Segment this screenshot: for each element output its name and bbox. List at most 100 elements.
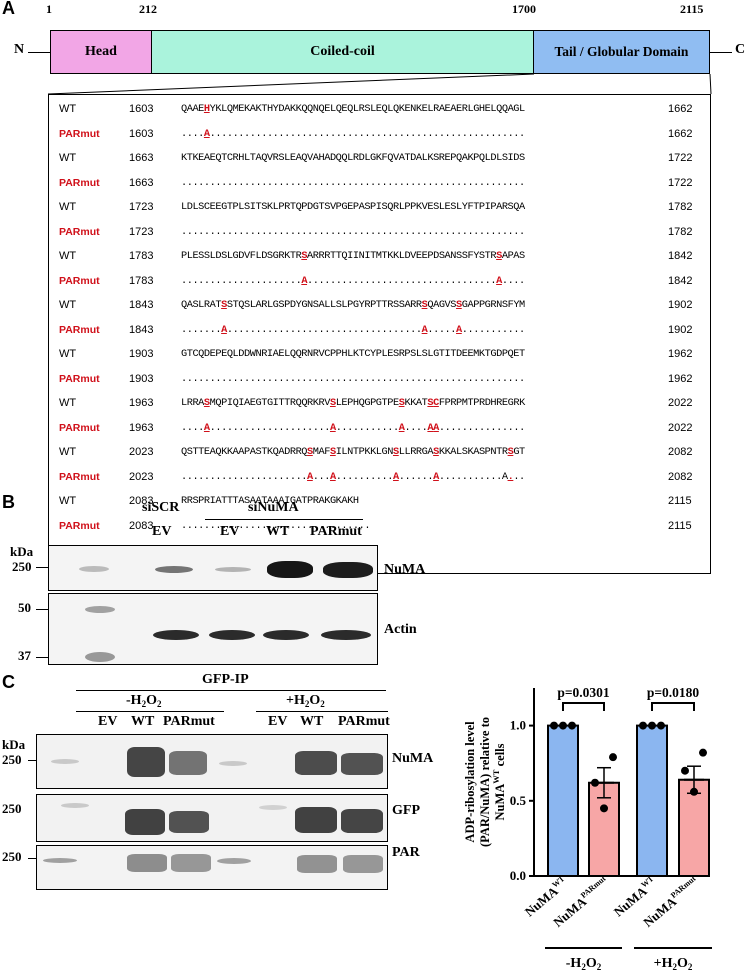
data-point: [690, 787, 698, 796]
ladder-band: [79, 566, 109, 572]
blot-c-gfp: [36, 794, 388, 842]
row-start: 1723: [129, 225, 154, 238]
marker-c3-tick: [28, 858, 36, 859]
row-label: WT: [59, 250, 77, 262]
row-label: PARmut: [59, 519, 100, 532]
sequence-alignment: WT 1603 QAAEHYKLQMEKAKTHYDAKKQQNQELQEQLRSL…: [48, 94, 711, 574]
row-start: 2083: [129, 519, 154, 532]
ladder-band-50: [85, 606, 115, 613]
row-start: 2023: [129, 470, 154, 483]
alignment-row-mut: PARmut 1663..............................…: [49, 171, 710, 195]
data-point: [639, 721, 647, 730]
tail-domain: Tail / Globular Domain: [534, 30, 710, 74]
row-end: 2115: [668, 495, 692, 507]
lane-c-3: PARmut: [163, 714, 215, 729]
c-numa-parmut-minus: [169, 751, 207, 775]
alignment-row-wt: WT 1843 QASLRATSSTQSLARLGSPDYGNSALLSLPGYRP…: [49, 293, 710, 317]
row-end: 1722: [668, 176, 693, 189]
lane-b-3: WT: [266, 524, 290, 539]
alignment-row-wt: WT 1783 PLESSLDSLGDVFLDSGRKTRSARRRTTQIINIT…: [49, 244, 710, 268]
ladder-band-37: [85, 652, 115, 662]
c-numa-mid-ladder: [219, 761, 247, 766]
data-point: [559, 721, 567, 730]
row-start: 1603: [129, 127, 154, 140]
y-axis-label-2: (PAR/NuMA) relative to: [478, 717, 492, 847]
row-label: WT: [59, 152, 77, 164]
row-label: WT: [59, 299, 77, 311]
alignment-row-wt: WT 1723 LDLSCEEGTPLSITSKLPRTQPDGTSVPGEPASP…: [49, 195, 710, 219]
row-sequence: ........................................…: [181, 176, 525, 189]
row-start: 1723: [129, 201, 154, 213]
gfp-ip-header: GFP-IP: [202, 672, 249, 687]
row-sequence: LRRASMQPIQIAEGTGITTRQQRKRVSLEPHQGPGTPESK…: [181, 397, 525, 409]
row-label: PARmut: [59, 470, 100, 483]
alignment-row-wt: WT 1603 QAAEHYKLQMEKAKTHYDAKKQQNQELQEQLRSL…: [49, 97, 710, 121]
row-end: 2082: [668, 446, 693, 458]
head-domain: Head: [50, 30, 152, 74]
row-end: 2082: [668, 470, 693, 483]
row-label: PARmut: [59, 127, 100, 140]
pos-1700: 1700: [512, 2, 536, 16]
row-end: 1662: [668, 103, 693, 115]
band-numa-lane2: [215, 567, 251, 572]
bar-chart: 0.0 0.5 1.0 ADP-ribosylation level (PAR/NuMA…: [463, 685, 712, 972]
row-sequence: QAAEHYKLQMEKAKTHYDAKKQQNQELQEQLRSLEQLQKE…: [181, 103, 525, 115]
row-sequence: ........................................…: [181, 225, 525, 238]
row-label: PARmut: [59, 323, 100, 336]
p-value-label: p=0.0301: [557, 685, 610, 700]
bar-3: [678, 778, 710, 877]
c-gfp-parmut-minus: [169, 811, 209, 833]
row-start: 1843: [129, 299, 154, 311]
alignment-row-mut: PARmut 1843 .......A......................…: [49, 318, 710, 342]
lane-c-5: EV: [268, 714, 288, 729]
c-gfp-wt-plus: [295, 807, 337, 833]
row-sequence: ....A...................................…: [181, 127, 525, 140]
c-gfp-mid-ladder: [259, 805, 287, 810]
group-label-sinuma: siNuMA: [248, 500, 299, 515]
c-line: [710, 52, 732, 53]
c-par-mid-ladder: [217, 858, 251, 864]
y-tick-label: 0.0: [510, 868, 526, 883]
c-par-wt-minus: [127, 854, 167, 872]
row-label: PARmut: [59, 421, 100, 434]
row-start: 1903: [129, 372, 154, 385]
data-point: [550, 721, 558, 730]
significance-bracket: [562, 702, 605, 711]
band-numa-lane3: [267, 561, 313, 578]
bar-0: [547, 724, 579, 877]
row-label: WT: [59, 103, 77, 115]
coiled-coil-domain-label: Coiled-coil: [310, 44, 375, 59]
band-actin-lane3: [263, 630, 309, 640]
row-end: 1842: [668, 250, 693, 262]
plus-h2o2-header: +H2O2: [286, 693, 325, 709]
y-tick-label: 0.5: [510, 793, 527, 808]
data-point: [699, 748, 707, 757]
row-sequence: LDLSCEEGTPLSITSKLPRTQPDGTSVPGEPASPISQRLP…: [181, 201, 525, 213]
row-end: 2115: [668, 519, 692, 532]
minus-h2o2-header: -H2O2: [126, 693, 162, 709]
gfp-ip-bracket: [76, 690, 386, 691]
band-actin-lane2: [209, 630, 255, 640]
row-start: 1663: [129, 176, 154, 189]
y-axis-label-1: ADP-ribosylation level: [463, 721, 477, 843]
row-end: 1962: [668, 348, 693, 360]
row-sequence: GTCQDEPEQLDDWNRIAELQQRNRVCPPHLKTCYPLESRP…: [181, 348, 525, 360]
row-start: 2023: [129, 446, 154, 458]
row-end: 2022: [668, 397, 693, 409]
c-gfp-parmut-plus: [341, 809, 383, 833]
row-end: 1902: [668, 323, 693, 336]
row-start: 1783: [129, 250, 154, 262]
lane-b-2: EV: [220, 524, 240, 539]
c-par-ladder: [43, 858, 77, 863]
marker-250-c2: 250: [2, 801, 22, 816]
row-sequence: QSTTEAQKKAAPASTKQADRRQSMAFSILNTPKKLGNSLL…: [181, 446, 525, 458]
band-actin-lane4: [321, 630, 371, 640]
data-point: [609, 753, 617, 762]
row-end: 1962: [668, 372, 693, 385]
label-numa-b: NuMA: [384, 562, 426, 577]
alignment-row-mut: PARmut 1603 ....A.........................…: [49, 122, 710, 146]
alignment-row-wt: WT 1903 GTCQDEPEQLDDWNRIAELQQRNRVCPPHLKTCY…: [49, 342, 710, 366]
label-par-c: PAR: [392, 845, 420, 860]
row-end: 1662: [668, 127, 693, 140]
